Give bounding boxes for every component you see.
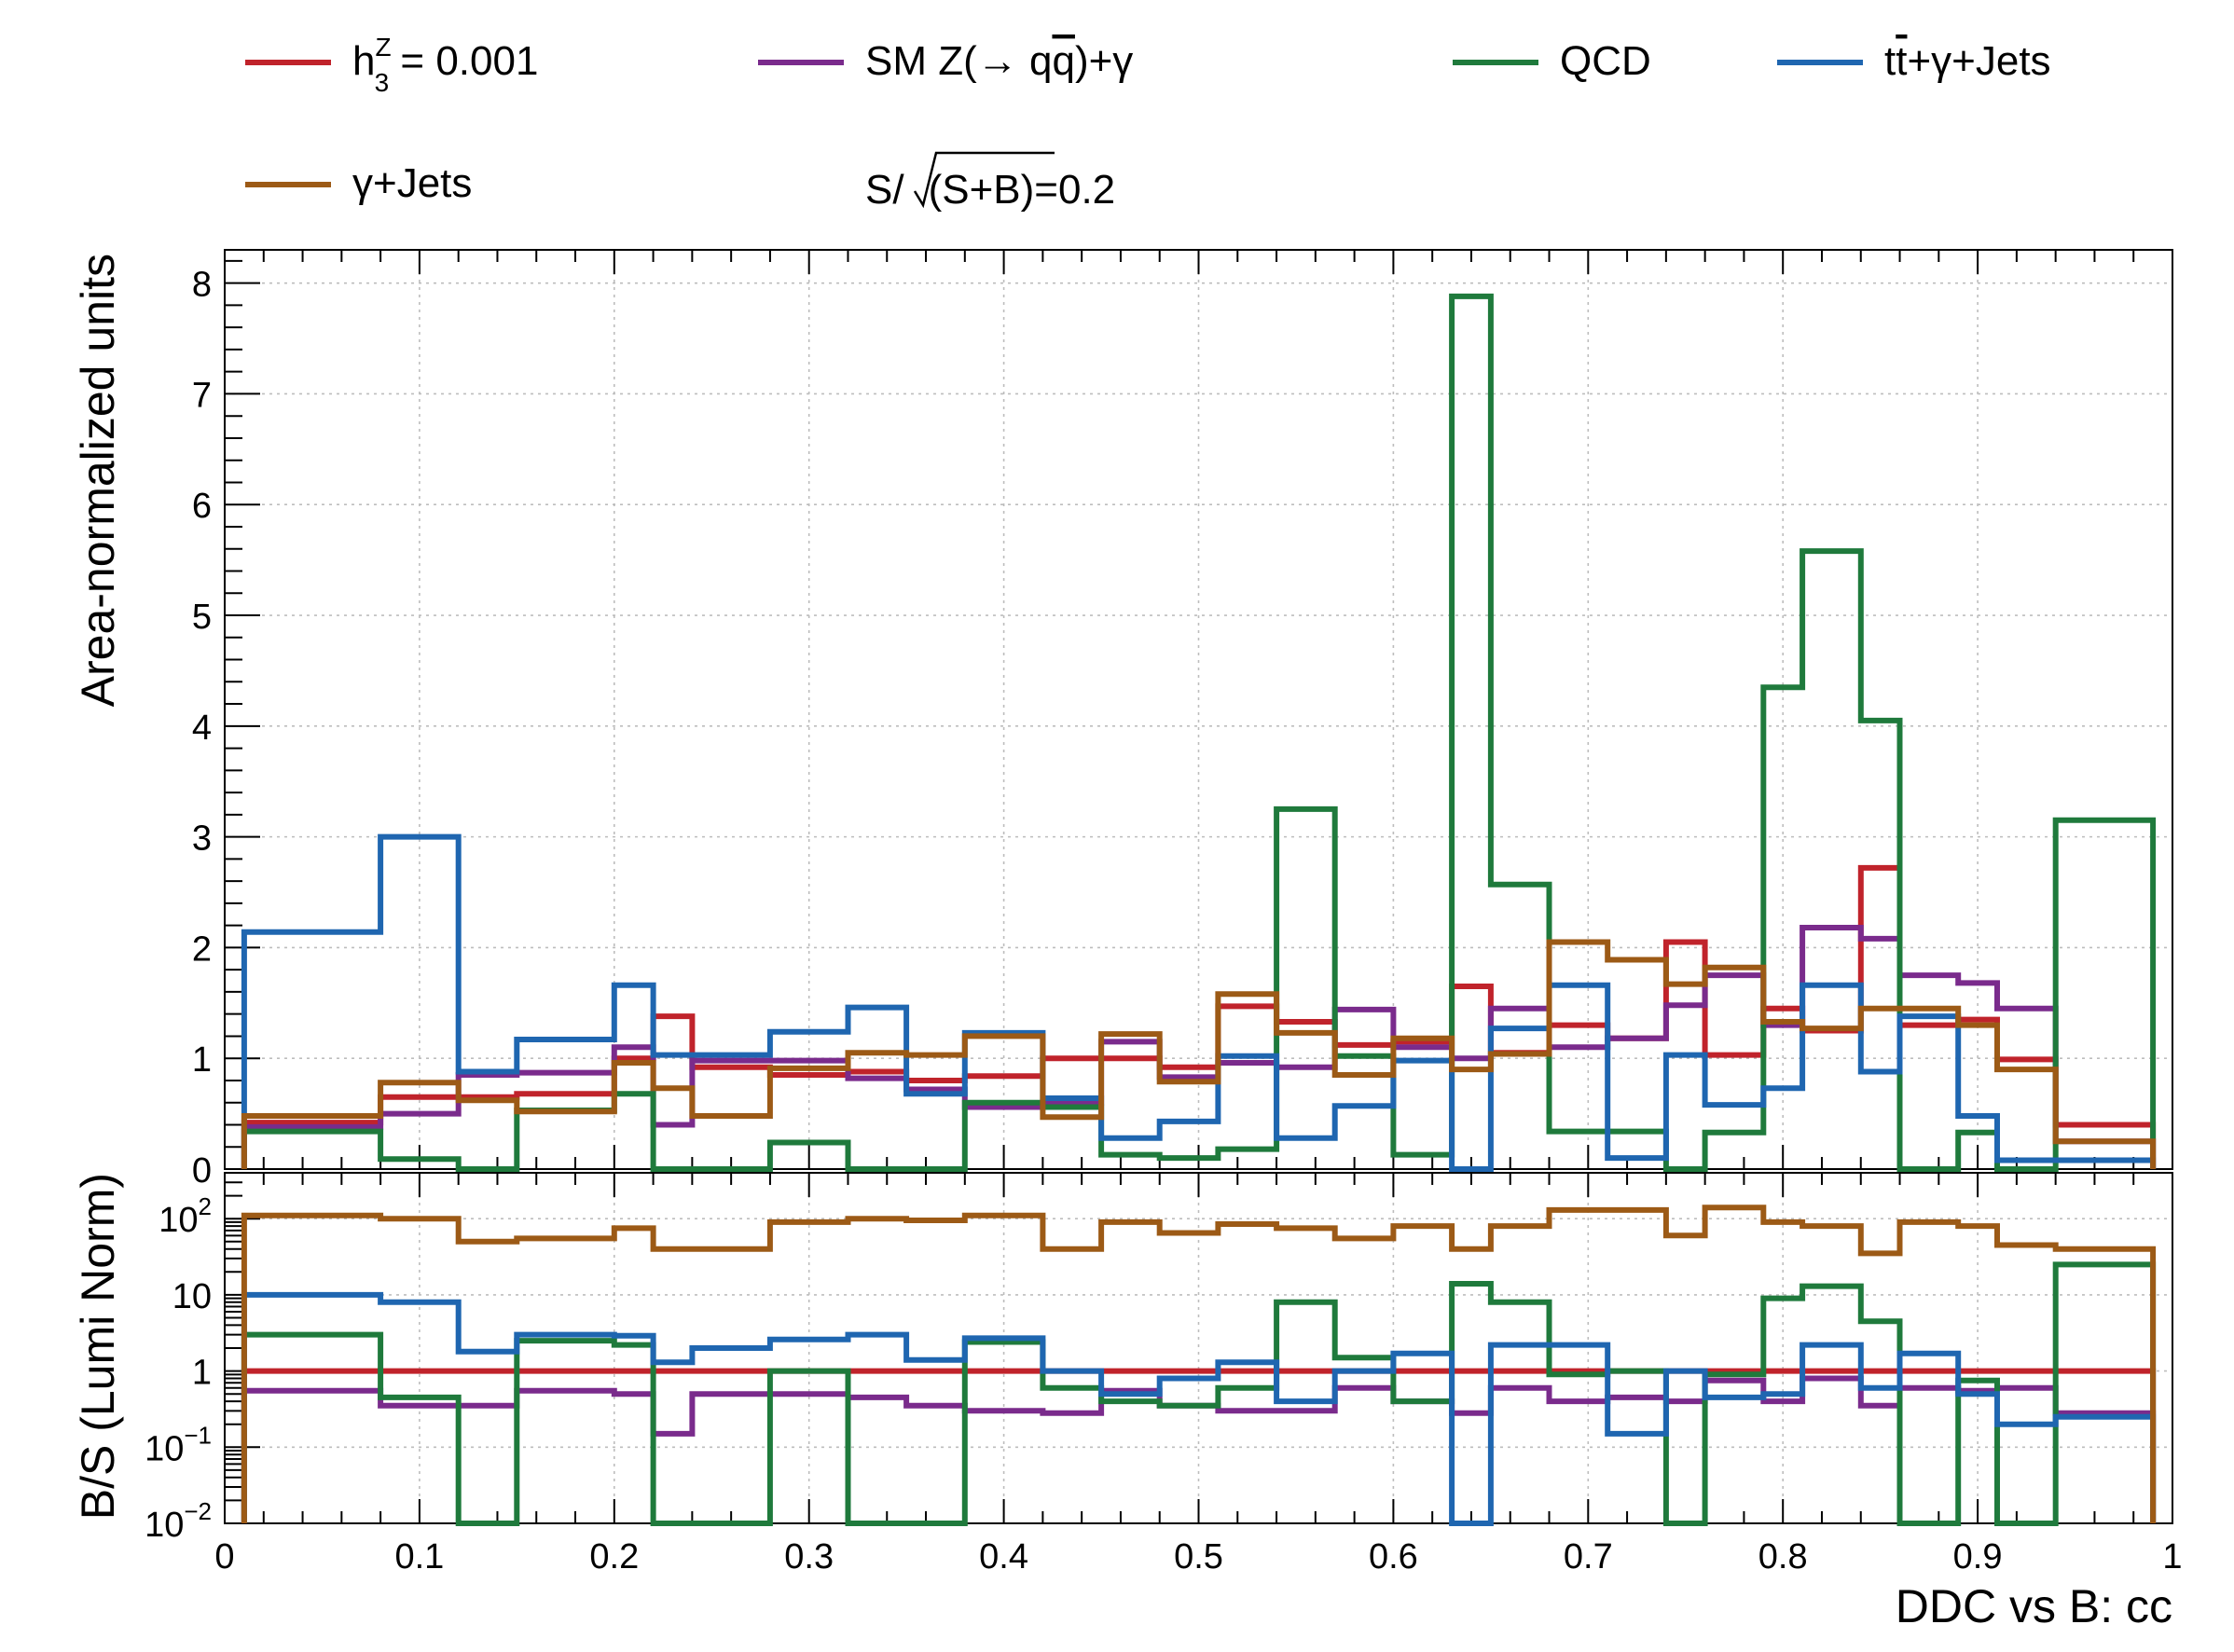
y-axis-title-top: Area-normalized units	[72, 254, 124, 707]
x-tick-label: 0.5	[1174, 1537, 1223, 1576]
legend: hZ 3 = 0.001 SM Z(→ qq)+γ QCD tt+γ+Jets γ…	[245, 33, 2051, 213]
legend-label-ttbar: tt+γ+Jets	[1884, 38, 2051, 84]
y-tick-label-bottom: 10−2	[145, 1497, 212, 1545]
sqrt-symbol	[913, 151, 1055, 209]
y-tick-label-top: 1	[192, 1040, 212, 1080]
y-tick-label-top: 4	[192, 709, 212, 748]
legend-label-qcd: QCD	[1560, 38, 1651, 84]
y-tick-label-bottom: 10	[172, 1277, 212, 1316]
x-tick-label: 0.1	[394, 1537, 444, 1576]
x-tick-label: 0.8	[1758, 1537, 1808, 1576]
series-qcd	[241, 293, 2157, 1172]
x-tick-label: 1	[2162, 1537, 2182, 1576]
qbar-glyph: q	[1052, 38, 1074, 84]
y-tick-label-top: 5	[192, 598, 212, 637]
y-tick-label-bottom: 10−1	[145, 1421, 212, 1468]
series-qcd	[241, 1261, 2157, 1526]
y-tick-label-top: 7	[192, 376, 212, 415]
tbar-glyph: t	[1896, 38, 1907, 84]
series-gamma-jets	[241, 939, 2157, 1169]
x-tick-label: 0.3	[784, 1537, 834, 1576]
x-tick-label: 0.2	[589, 1537, 639, 1576]
y-tick-label-top: 2	[192, 929, 212, 969]
legend-label-h3z: hZ 3 = 0.001	[352, 33, 538, 97]
legend-label-gamma-jets: γ+Jets	[352, 160, 472, 206]
y-tick-label-top: 3	[192, 819, 212, 859]
x-tick-label: 0.6	[1369, 1537, 1418, 1576]
x-tick-label: 0.9	[1953, 1537, 2003, 1576]
top-panel: 0 1 2 3 4 5 6 7 8	[192, 249, 2173, 1191]
x-tick-label: 0	[214, 1537, 234, 1576]
x-tick-label: 0.4	[979, 1537, 1028, 1576]
x-tick-label: 0.7	[1564, 1537, 1613, 1576]
series-ttbar	[241, 833, 2157, 1172]
y-tick-label-bottom: 1	[192, 1354, 212, 1393]
x-axis-title: DDC vs B: cc	[1896, 1580, 2172, 1632]
bottom-panel: 0 0.1 0.2 0.3 0.4 0.5 0.6 0.7 0.8 0.9 1 102 10 1 10−1 1…	[145, 1172, 2183, 1576]
series-ttbar	[241, 1291, 2157, 1526]
y-tick-label-top: 0	[192, 1151, 212, 1191]
series-h3z	[241, 1368, 2157, 1523]
legend-label-sm-z: SM Z(→ qq)+γ	[865, 38, 1133, 84]
y-tick-label-bottom: 102	[159, 1192, 212, 1240]
series-gamma-jets	[241, 1205, 2157, 1523]
y-tick-label-top: 6	[192, 487, 212, 526]
plot-frame	[224, 249, 2173, 1170]
y-axis-title-bottom: B/S (Lumi Norm)	[72, 1173, 124, 1520]
y-tick-label-top: 8	[192, 266, 212, 305]
significance-label: S/(S+B)=0.2	[865, 167, 1115, 213]
